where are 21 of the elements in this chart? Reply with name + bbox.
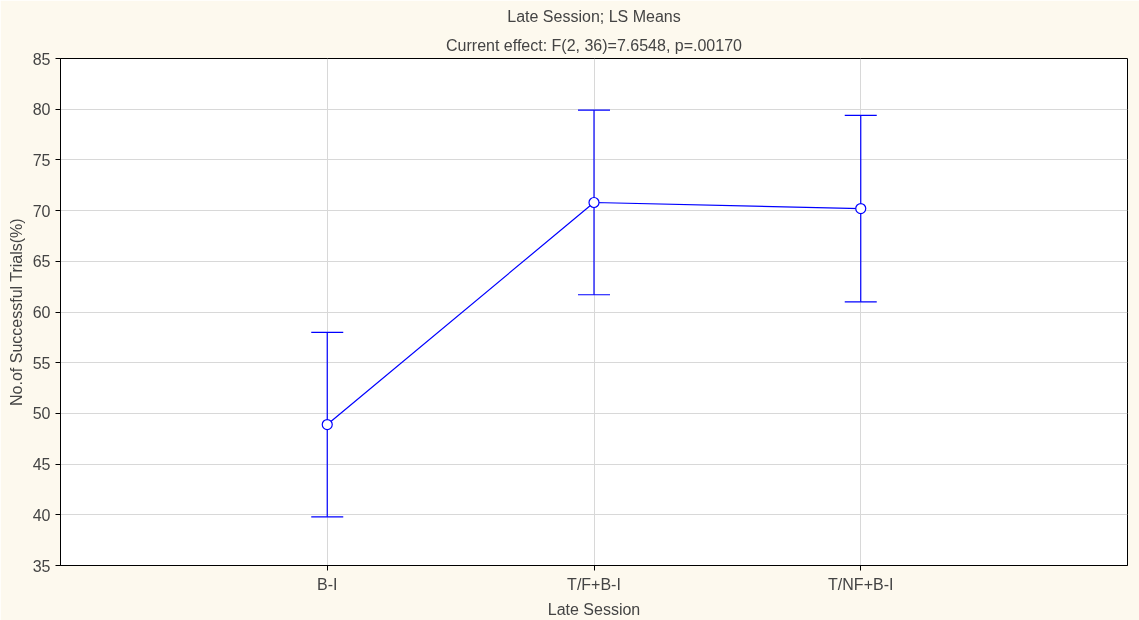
y-tick-label: 65 [32, 253, 51, 271]
y-tick-label: 75 [32, 151, 51, 169]
y-tick-label: 50 [32, 405, 51, 423]
y-tick-label: 35 [32, 557, 51, 575]
point [588, 196, 600, 209]
x-axis-title: Late Session [547, 600, 641, 618]
chart-title: Late Session; LS Means [507, 7, 681, 25]
y-tick-label: 80 [32, 101, 51, 119]
x-tick-label: B-I [317, 575, 338, 593]
y-tick-label: 40 [32, 506, 51, 524]
y-tick-label: 60 [32, 304, 51, 321]
point [321, 418, 333, 431]
x-tick-label: T/NF+B-I [828, 575, 894, 593]
y-tick-label: 55 [32, 354, 51, 372]
point [855, 202, 867, 215]
x-tick-label: T/F+B-I [567, 575, 621, 593]
y-tick-label: 70 [32, 202, 51, 220]
y-tick-label: 45 [32, 456, 51, 474]
y-axis-title: No.of Successful Trials(%) [7, 218, 25, 406]
y-tick-label: 85 [32, 50, 51, 68]
chart-subtitle: Current effect: F(2, 36)=7.6548, p=.00170 [446, 36, 743, 54]
